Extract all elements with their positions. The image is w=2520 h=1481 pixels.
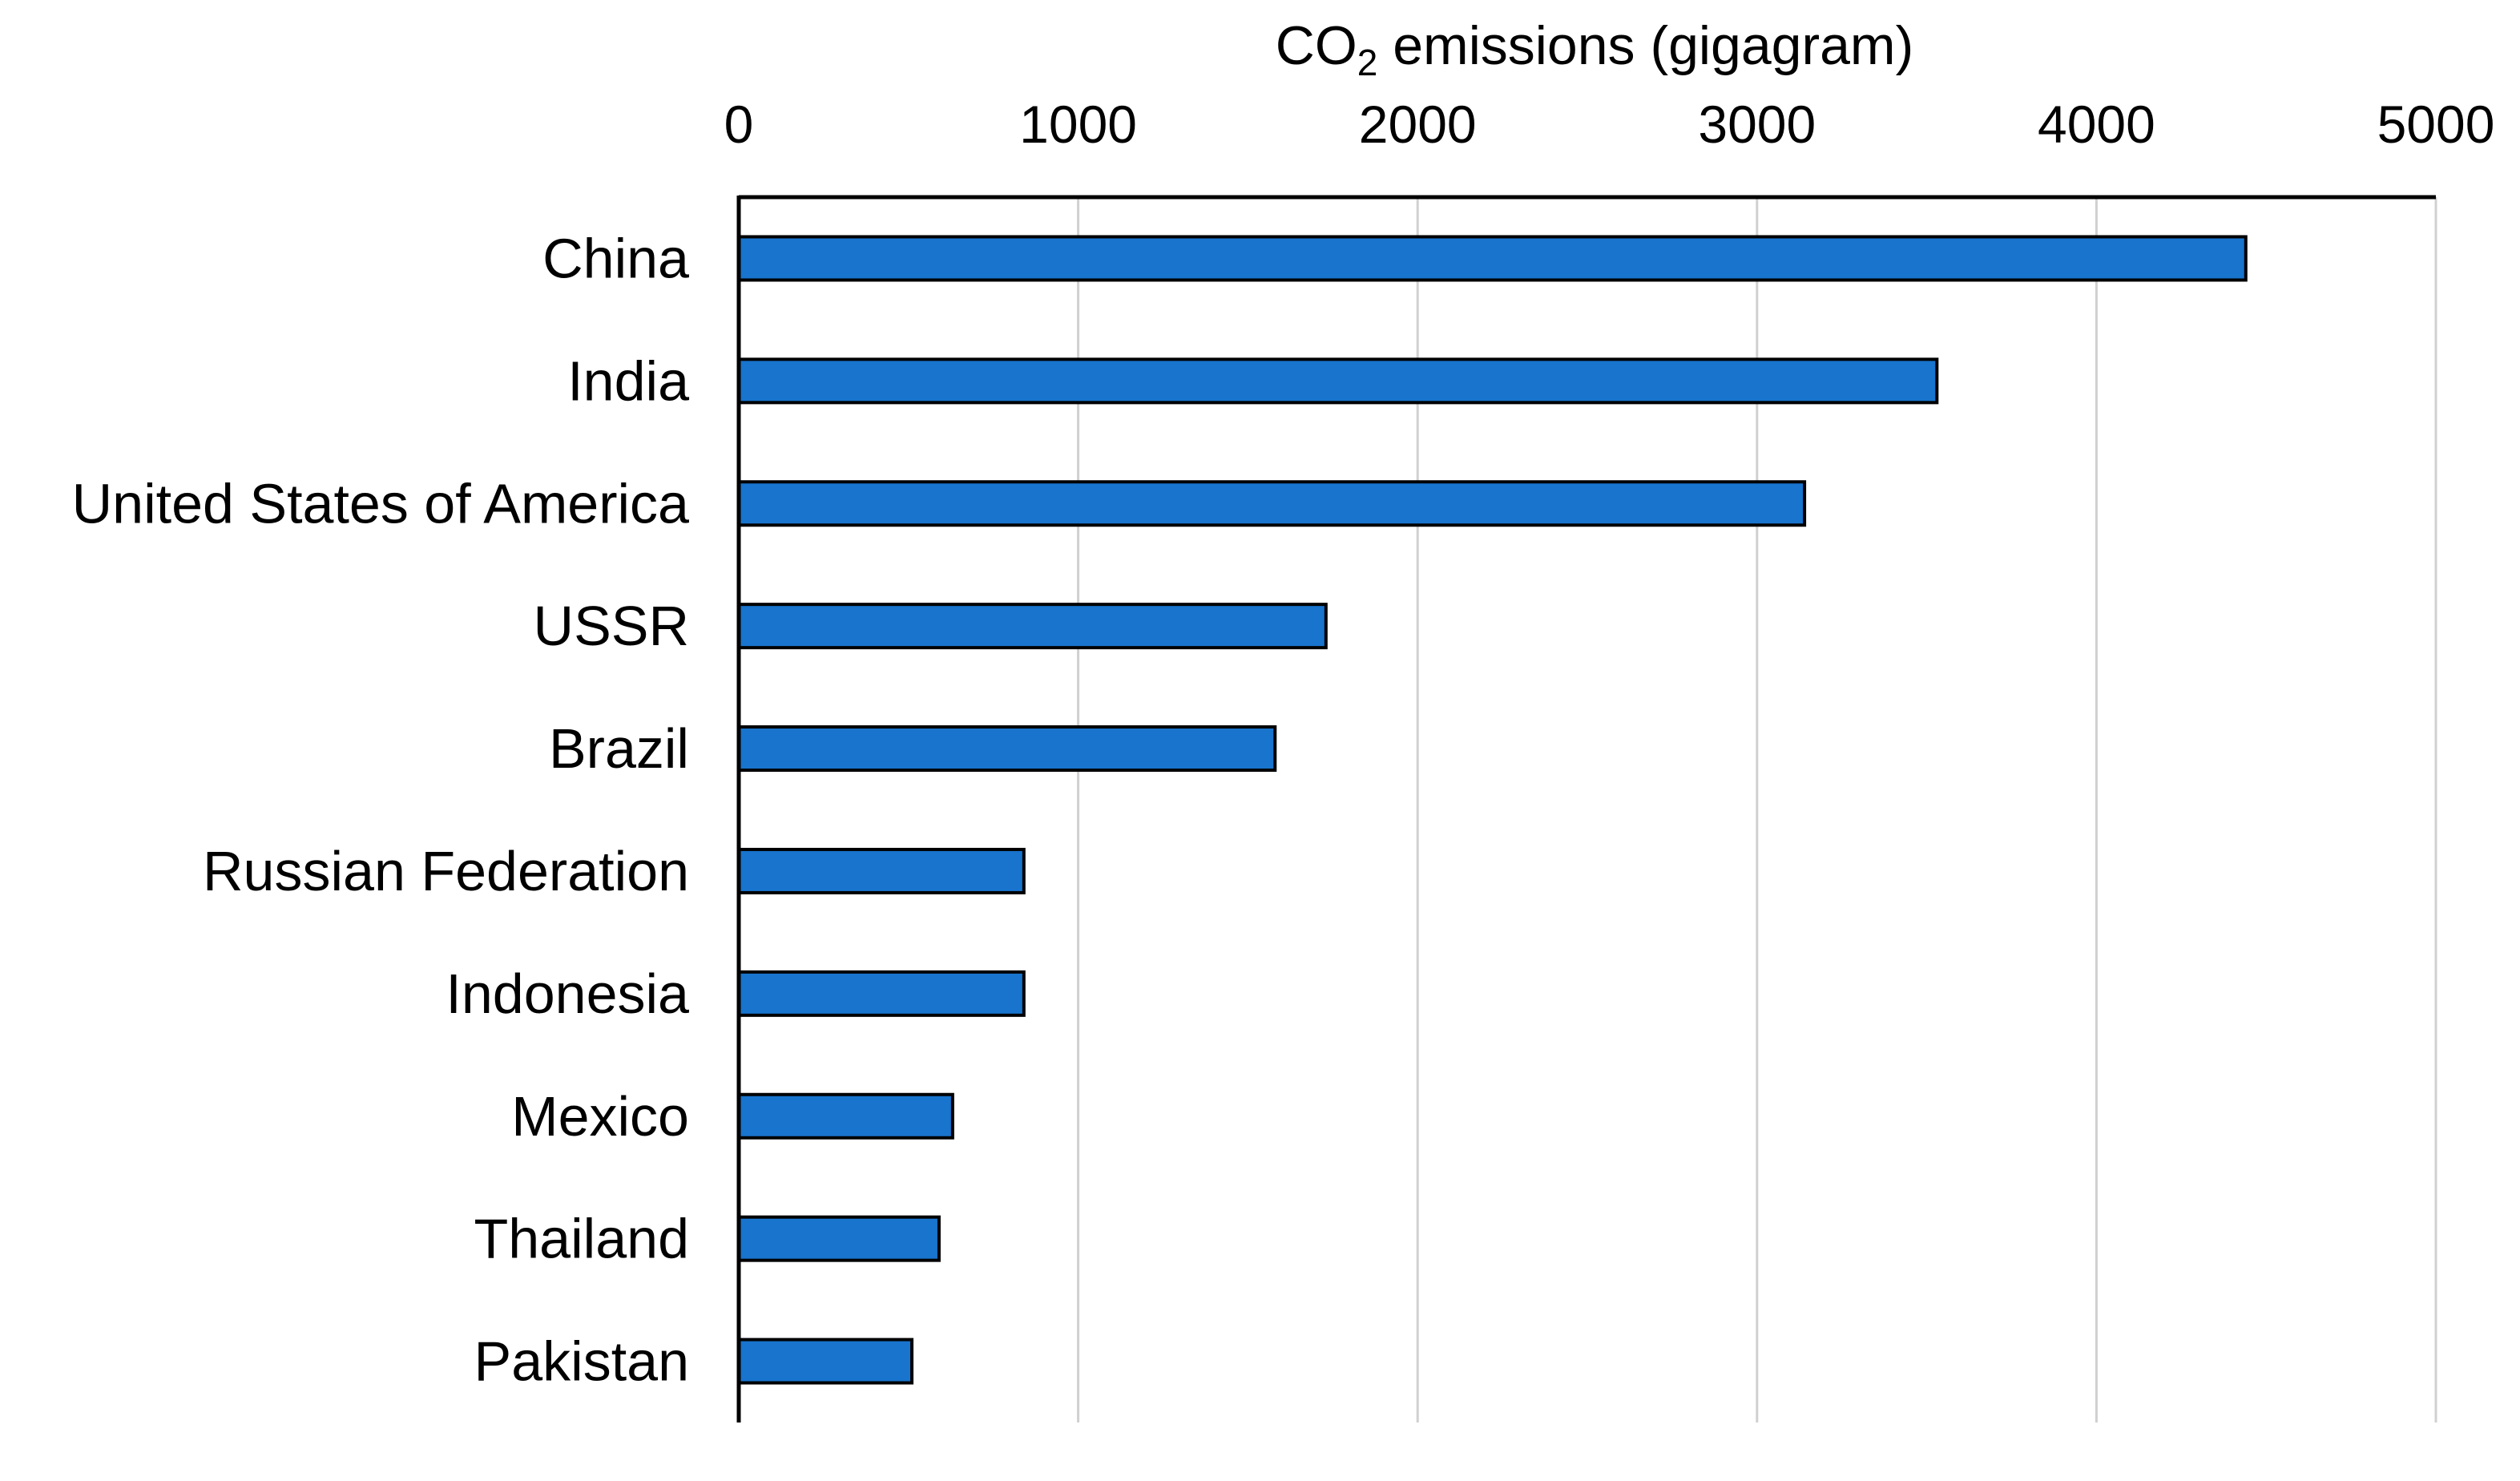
bars [737,235,2248,1385]
x-tick-label: 5000 [2377,95,2495,154]
bar [737,725,1277,773]
category-label: Thailand [474,1208,689,1270]
x-axis-title-suffix: emissions (gigagram) [1377,15,1913,76]
category-label: Indonesia [446,962,689,1025]
x-tick-label: 4000 [2038,95,2155,154]
category-label: United States of America [72,472,689,535]
bar [737,1092,954,1140]
bar [737,603,1328,650]
category-label: Mexico [511,1085,689,1148]
category-label: China [542,227,689,289]
bar [737,1215,941,1262]
x-tick-label: 3000 [1698,95,1816,154]
category-labels: China India United States of America USSR Br… [72,227,689,1392]
x-axis-title: CO2 emissions (gigagram) [1276,15,1913,83]
category-label: Brazil [549,717,689,780]
x-axis-title-prefix: CO [1276,15,1357,76]
category-label: USSR [534,595,689,657]
x-tick-label: 0 [724,95,754,154]
bar [737,847,1026,894]
bar [737,357,1939,405]
x-tick-labels: 0 1000 2000 3000 4000 5000 [724,95,2495,154]
category-label: Russian Federation [203,840,689,902]
axes [736,195,2436,1422]
bar [737,1338,914,1385]
bar [737,970,1026,1017]
x-tick-label: 1000 [1019,95,1137,154]
category-label: Pakistan [474,1330,689,1393]
bar [737,480,1807,527]
x-axis-title-subscript: 2 [1357,42,1378,83]
category-label: India [567,349,689,412]
x-tick-label: 2000 [1359,95,1477,154]
bar [737,235,2248,282]
